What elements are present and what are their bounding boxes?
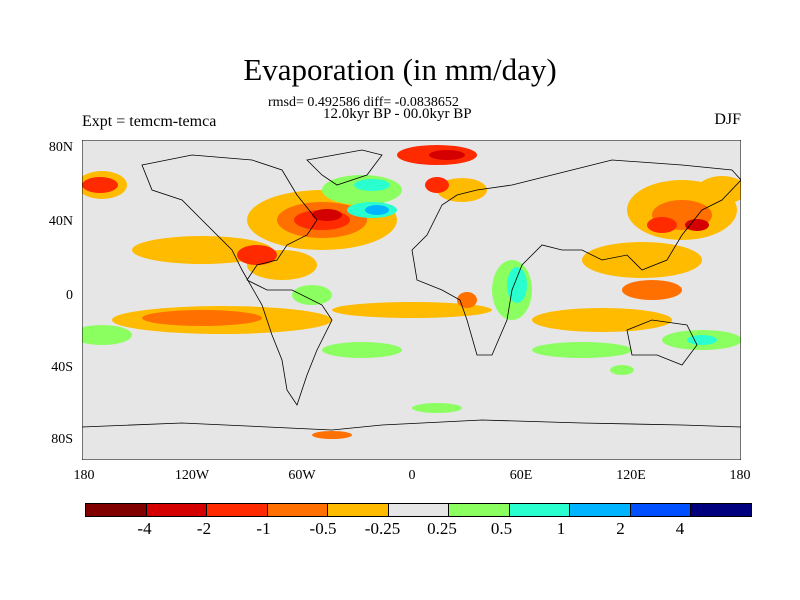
lon-label: 120E xyxy=(616,468,646,483)
colorbar-swatch xyxy=(388,504,449,516)
colorbar-label: -4 xyxy=(137,519,152,538)
lat-label: 80S xyxy=(51,432,73,447)
lon-label: 180 xyxy=(729,468,751,483)
lat-label: 40S xyxy=(51,360,73,375)
colorbar-swatch xyxy=(570,504,631,516)
period-text: 12.0kyr BP - 00.0kyr BP xyxy=(323,106,472,122)
colorbar-label: 0.5 xyxy=(490,519,513,538)
colorbar-label: -0.5 xyxy=(309,519,337,538)
colorbar-label: 4 xyxy=(675,519,685,538)
colorbar-swatch xyxy=(207,504,268,516)
colorbar-swatch xyxy=(691,504,751,516)
colorbar-swatch xyxy=(267,504,328,516)
evaporation-map xyxy=(82,140,741,460)
colorbar-label: -1 xyxy=(256,519,271,538)
colorbar-swatch xyxy=(449,504,510,516)
season-label: DJF xyxy=(714,111,741,128)
colorbar-swatch xyxy=(509,504,570,516)
colorbar xyxy=(85,503,752,517)
colorbar-swatch xyxy=(328,504,389,516)
colorbar-swatch xyxy=(86,504,147,516)
lat-label: 40N xyxy=(48,214,73,229)
lon-label: 60W xyxy=(288,468,316,483)
lat-label: 0 xyxy=(66,288,73,303)
colorbar-swatch xyxy=(146,504,207,516)
lon-label: 180 xyxy=(73,468,95,483)
colorbar-label: 1 xyxy=(556,519,566,538)
colorbar-swatch xyxy=(630,504,691,516)
anomaly-fields xyxy=(82,145,741,439)
stats-text: rmsd= 0.492586 diff= -0.0838652 xyxy=(268,95,459,110)
lat-label: 80N xyxy=(48,140,73,155)
lon-label: 0 xyxy=(408,468,416,483)
plot-title: Evaporation (in mm/day) xyxy=(243,52,557,87)
colorbar-label: 0.25 xyxy=(427,519,457,538)
coastlines xyxy=(82,149,741,431)
colorbar-label: -2 xyxy=(196,519,212,538)
lon-label: 60E xyxy=(509,468,533,483)
colorbar-label: 2 xyxy=(616,519,625,538)
lon-label: 120W xyxy=(174,468,210,483)
experiment-label: Expt = temcm-temca xyxy=(82,113,217,130)
colorbar-label: -0.25 xyxy=(364,519,401,538)
